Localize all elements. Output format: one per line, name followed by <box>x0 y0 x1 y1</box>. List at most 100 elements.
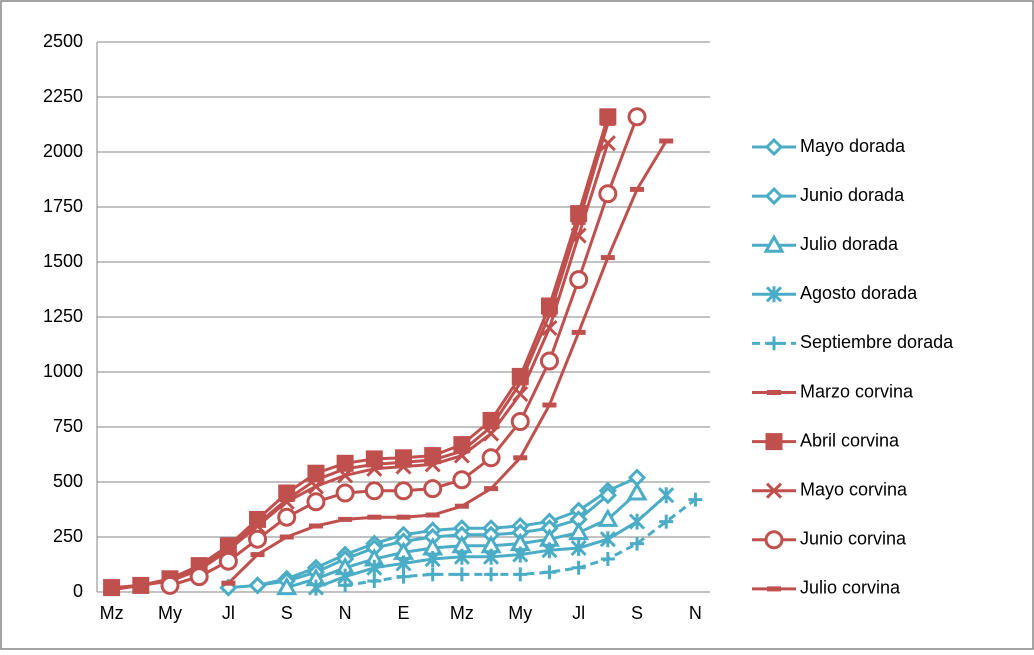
marker <box>366 559 383 576</box>
marker <box>454 567 469 582</box>
marker <box>277 507 297 527</box>
marker <box>484 567 499 582</box>
marker <box>688 492 703 507</box>
marker <box>132 577 149 594</box>
legend-label: Marzo corvina <box>800 381 914 401</box>
marker <box>542 565 557 580</box>
marker <box>630 536 645 551</box>
legend-label: Junio corvina <box>800 529 907 549</box>
marker <box>571 560 586 575</box>
marker <box>425 567 440 582</box>
marker <box>367 574 382 588</box>
marker <box>599 135 616 152</box>
marker <box>103 579 121 597</box>
marker <box>424 550 441 568</box>
marker <box>338 578 353 593</box>
series-line <box>227 140 668 585</box>
marker <box>483 425 500 442</box>
marker <box>248 576 267 595</box>
marker <box>568 521 590 541</box>
y-tick-label: 1500 <box>43 251 83 271</box>
legend-label: Julio corvina <box>800 578 901 598</box>
marker <box>512 385 529 403</box>
marker <box>248 529 268 549</box>
x-tick-label: N <box>339 603 352 623</box>
marker <box>453 548 470 565</box>
y-tick-label: 1000 <box>43 361 83 381</box>
y-tick-label: 750 <box>53 416 83 436</box>
marker <box>335 483 355 503</box>
marker <box>541 319 558 337</box>
marker <box>396 569 411 584</box>
y-tick-label: 0 <box>73 581 83 601</box>
marker <box>626 481 648 501</box>
x-tick-label: Jl <box>572 603 585 623</box>
marker <box>658 487 675 504</box>
marker <box>395 555 412 572</box>
marker <box>278 493 295 510</box>
marker <box>337 467 354 484</box>
marker <box>307 478 324 495</box>
marker <box>569 270 589 290</box>
y-tick-label: 2250 <box>43 86 83 106</box>
legend-label: Abril corvina <box>800 430 900 450</box>
x-tick-label: Jl <box>222 603 235 623</box>
marker <box>366 460 383 477</box>
marker <box>249 517 266 535</box>
legend-marker <box>767 336 781 351</box>
y-tick-label: 2000 <box>43 141 83 161</box>
x-tick-label: Mz <box>450 603 474 623</box>
legend-marker <box>764 530 784 550</box>
marker <box>452 470 472 490</box>
legend-marker <box>765 286 783 303</box>
legend-label: Mayo dorada <box>800 136 906 156</box>
legend-marker <box>765 433 783 451</box>
marker <box>510 412 530 431</box>
y-tick-label: 1750 <box>43 196 83 216</box>
marker <box>599 108 617 126</box>
x-tick-label: Mz <box>100 603 124 623</box>
marker <box>307 579 324 596</box>
marker <box>336 454 354 472</box>
marker <box>394 481 413 501</box>
legend-label: Junio dorada <box>800 185 905 205</box>
marker <box>424 456 441 473</box>
marker <box>597 508 619 527</box>
x-tick-label: N <box>689 603 702 623</box>
marker <box>539 351 559 371</box>
legend-label: Septiembre dorada <box>800 332 954 352</box>
marker <box>453 447 470 464</box>
y-tick-label: 250 <box>53 526 83 546</box>
legend-marker <box>764 137 784 157</box>
marker <box>628 513 646 530</box>
marker <box>659 514 674 529</box>
marker <box>364 481 384 501</box>
marker <box>276 576 298 596</box>
marker <box>189 567 209 587</box>
marker <box>512 546 529 563</box>
y-tick-label: 2500 <box>43 31 83 51</box>
marker <box>482 411 500 429</box>
legend-marker <box>763 234 785 253</box>
x-tick-label: S <box>281 603 293 623</box>
marker <box>598 486 617 505</box>
marker <box>627 107 647 127</box>
marker <box>600 552 615 566</box>
legend-label: Agosto dorada <box>800 283 918 303</box>
marker <box>423 479 443 499</box>
marker <box>481 448 501 468</box>
marker <box>453 436 471 454</box>
marker <box>570 227 587 244</box>
legend-marker <box>764 186 784 206</box>
x-tick-label: S <box>631 603 643 623</box>
marker <box>599 531 616 548</box>
marker <box>483 548 500 565</box>
marker <box>307 464 325 482</box>
x-tick-label: E <box>397 603 409 623</box>
marker <box>218 551 238 571</box>
marker <box>395 458 412 475</box>
marker <box>160 575 180 595</box>
marker <box>598 184 618 204</box>
legend-marker <box>765 482 783 499</box>
